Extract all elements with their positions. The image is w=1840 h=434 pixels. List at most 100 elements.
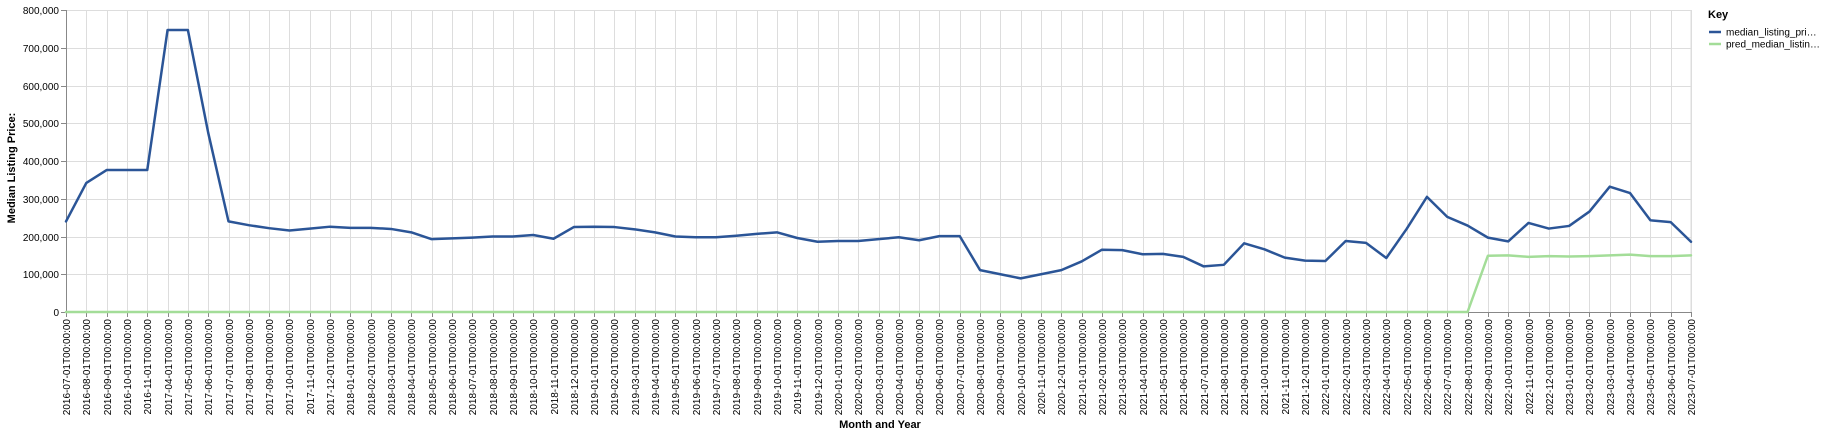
x-tick-label: 2017-06-01T00:00:00 xyxy=(204,319,215,416)
x-tick-label: 2019-08-01T00:00:00 xyxy=(732,319,743,416)
x-tick-label: 2016-09-01T00:00:00 xyxy=(103,319,114,416)
x-tick-label: 2018-12-01T00:00:00 xyxy=(570,319,581,416)
x-tick-label: 2022-03-01T00:00:00 xyxy=(1362,319,1373,416)
legend: Key median_listing_pri…pred_median_listi… xyxy=(1708,9,1820,51)
x-tick-label: 2020-07-01T00:00:00 xyxy=(956,319,967,416)
x-tick-label: 2019-03-01T00:00:00 xyxy=(631,319,642,416)
y-tick-label: 0 xyxy=(53,308,59,319)
x-tick-label: 2019-07-01T00:00:00 xyxy=(712,319,723,416)
x-tick-label: 2019-05-01T00:00:00 xyxy=(671,319,682,416)
x-tick-label: 2018-07-01T00:00:00 xyxy=(468,319,479,416)
x-tick-label: 2022-11-01T00:00:00 xyxy=(1525,319,1536,415)
x-tick-label: 2021-10-01T00:00:00 xyxy=(1260,319,1271,416)
x-tick-label: 2019-02-01T00:00:00 xyxy=(610,319,621,416)
x-tick-label: 2022-12-01T00:00:00 xyxy=(1545,319,1556,416)
x-tick-label: 2020-01-01T00:00:00 xyxy=(834,319,845,416)
x-tick-label: 2018-01-01T00:00:00 xyxy=(346,319,357,416)
legend-items: median_listing_pri…pred_median_listin… xyxy=(1709,28,1820,51)
x-tick-label: 2020-03-01T00:00:00 xyxy=(875,319,886,416)
x-tick-label: 2023-02-01T00:00:00 xyxy=(1585,319,1596,416)
x-tick-label: 2016-11-01T00:00:00 xyxy=(143,319,154,415)
x-tick-label: 2018-11-01T00:00:00 xyxy=(550,319,561,415)
x-tick-label: 2020-08-01T00:00:00 xyxy=(976,319,987,416)
x-tick-label: 2020-11-01T00:00:00 xyxy=(1037,319,1048,415)
legend-label: median_listing_pri… xyxy=(1726,28,1817,39)
x-tick-label: 2017-07-01T00:00:00 xyxy=(225,319,236,416)
x-tick-label: 2022-08-01T00:00:00 xyxy=(1464,319,1475,416)
x-tick-label: 2019-06-01T00:00:00 xyxy=(692,319,703,416)
x-tick-label: 2023-03-01T00:00:00 xyxy=(1606,319,1617,416)
x-tick-label: 2020-05-01T00:00:00 xyxy=(915,319,926,416)
x-tick-label: 2022-06-01T00:00:00 xyxy=(1423,319,1434,416)
x-tick-label: 2021-07-01T00:00:00 xyxy=(1200,319,1211,416)
x-tick-label: 2020-06-01T00:00:00 xyxy=(935,319,946,416)
x-tick-label: 2021-04-01T00:00:00 xyxy=(1139,319,1150,416)
x-tick-label: 2020-04-01T00:00:00 xyxy=(895,319,906,416)
x-tick-label: 2017-04-01T00:00:00 xyxy=(164,319,175,416)
x-tick-label: 2018-05-01T00:00:00 xyxy=(428,319,439,416)
x-tick-label: 2018-06-01T00:00:00 xyxy=(448,319,459,416)
x-tick-label: 2017-11-01T00:00:00 xyxy=(306,319,317,415)
x-tick-label: 2021-09-01T00:00:00 xyxy=(1240,319,1251,416)
x-tick-label: 2016-10-01T00:00:00 xyxy=(123,319,134,416)
x-tick-label: 2022-07-01T00:00:00 xyxy=(1443,319,1454,416)
x-tick-label: 2022-10-01T00:00:00 xyxy=(1504,319,1515,416)
x-tick-label: 2022-01-01T00:00:00 xyxy=(1321,319,1332,416)
y-axis-title: Median Listing Price: xyxy=(6,113,18,224)
x-tick-label: 2017-12-01T00:00:00 xyxy=(326,319,337,416)
x-tick-label: 2023-01-01T00:00:00 xyxy=(1565,319,1576,416)
x-tick-label: 2018-09-01T00:00:00 xyxy=(509,319,520,416)
x-tick-label: 2021-01-01T00:00:00 xyxy=(1078,319,1089,416)
y-tick-label: 300,000 xyxy=(23,195,60,206)
x-tick-label: 2017-10-01T00:00:00 xyxy=(285,319,296,416)
y-tick-label: 200,000 xyxy=(23,233,60,244)
x-tick-label: 2019-10-01T00:00:00 xyxy=(773,319,784,416)
x-tick-label: 2018-10-01T00:00:00 xyxy=(529,319,540,416)
x-tick-label: 2021-11-01T00:00:00 xyxy=(1281,319,1292,415)
x-tick-label: 2019-09-01T00:00:00 xyxy=(753,319,764,416)
x-tick-label: 2021-06-01T00:00:00 xyxy=(1179,319,1190,416)
x-tick-label: 2019-01-01T00:00:00 xyxy=(590,319,601,416)
legend-title: Key xyxy=(1708,9,1729,21)
x-tick-label: 2017-05-01T00:00:00 xyxy=(184,319,195,416)
y-tick-label: 600,000 xyxy=(23,82,60,93)
x-tick-label: 2017-08-01T00:00:00 xyxy=(245,319,256,416)
x-tick-label: 2017-09-01T00:00:00 xyxy=(265,319,276,416)
x-tick-label: 2021-03-01T00:00:00 xyxy=(1118,319,1129,416)
x-tick-label: 2018-08-01T00:00:00 xyxy=(489,319,500,416)
x-tick-label: 2022-09-01T00:00:00 xyxy=(1484,319,1495,416)
series-line-2 xyxy=(64,253,1693,314)
x-tick-label: 2023-05-01T00:00:00 xyxy=(1646,319,1657,416)
x-tick-label: 2023-07-01T00:00:00 xyxy=(1687,319,1698,416)
x-tick-label: 2016-08-01T00:00:00 xyxy=(82,319,93,416)
x-tick-label: 2023-04-01T00:00:00 xyxy=(1626,319,1637,416)
series-layer xyxy=(64,28,1693,314)
x-tick-label: 2022-04-01T00:00:00 xyxy=(1382,319,1393,416)
x-tick-label: 2018-04-01T00:00:00 xyxy=(407,319,418,416)
y-axis: 0 100,000 200,000 300,000 400,000 500,000 600,… xyxy=(23,6,67,319)
x-tick-label: 2016-07-01T00:00:00 xyxy=(62,319,73,416)
x-tick-label: 2020-02-01T00:00:00 xyxy=(854,319,865,416)
x-tick-label: 2023-06-01T00:00:00 xyxy=(1667,319,1678,416)
x-tick-label: 2020-12-01T00:00:00 xyxy=(1057,319,1068,416)
x-tick-label: 2021-12-01T00:00:00 xyxy=(1301,319,1312,416)
x-tick-label: 2020-10-01T00:00:00 xyxy=(1017,319,1028,416)
series-line-1 xyxy=(64,28,1693,280)
x-tick-label: 2021-05-01T00:00:00 xyxy=(1159,319,1170,416)
x-tick-label: 2020-09-01T00:00:00 xyxy=(996,319,1007,416)
grid xyxy=(66,10,1692,313)
x-axis: 2016-07-01T00:00:00 2016-08-01T00:00:00 20… xyxy=(62,312,1698,415)
x-tick-label: 2019-04-01T00:00:00 xyxy=(651,319,662,416)
y-tick-label: 500,000 xyxy=(23,119,60,130)
x-tick-label: 2018-03-01T00:00:00 xyxy=(387,319,398,416)
x-tick-label: 2019-11-01T00:00:00 xyxy=(793,319,804,415)
y-tick-label: 800,000 xyxy=(23,6,60,17)
y-tick-label: 700,000 xyxy=(23,44,60,55)
x-tick-label: 2021-08-01T00:00:00 xyxy=(1220,319,1231,416)
y-tick-label: 400,000 xyxy=(23,157,60,168)
y-tick-label: 100,000 xyxy=(23,270,60,281)
legend-label: pred_median_listin… xyxy=(1726,40,1820,51)
x-tick-label: 2022-02-01T00:00:00 xyxy=(1342,319,1353,416)
